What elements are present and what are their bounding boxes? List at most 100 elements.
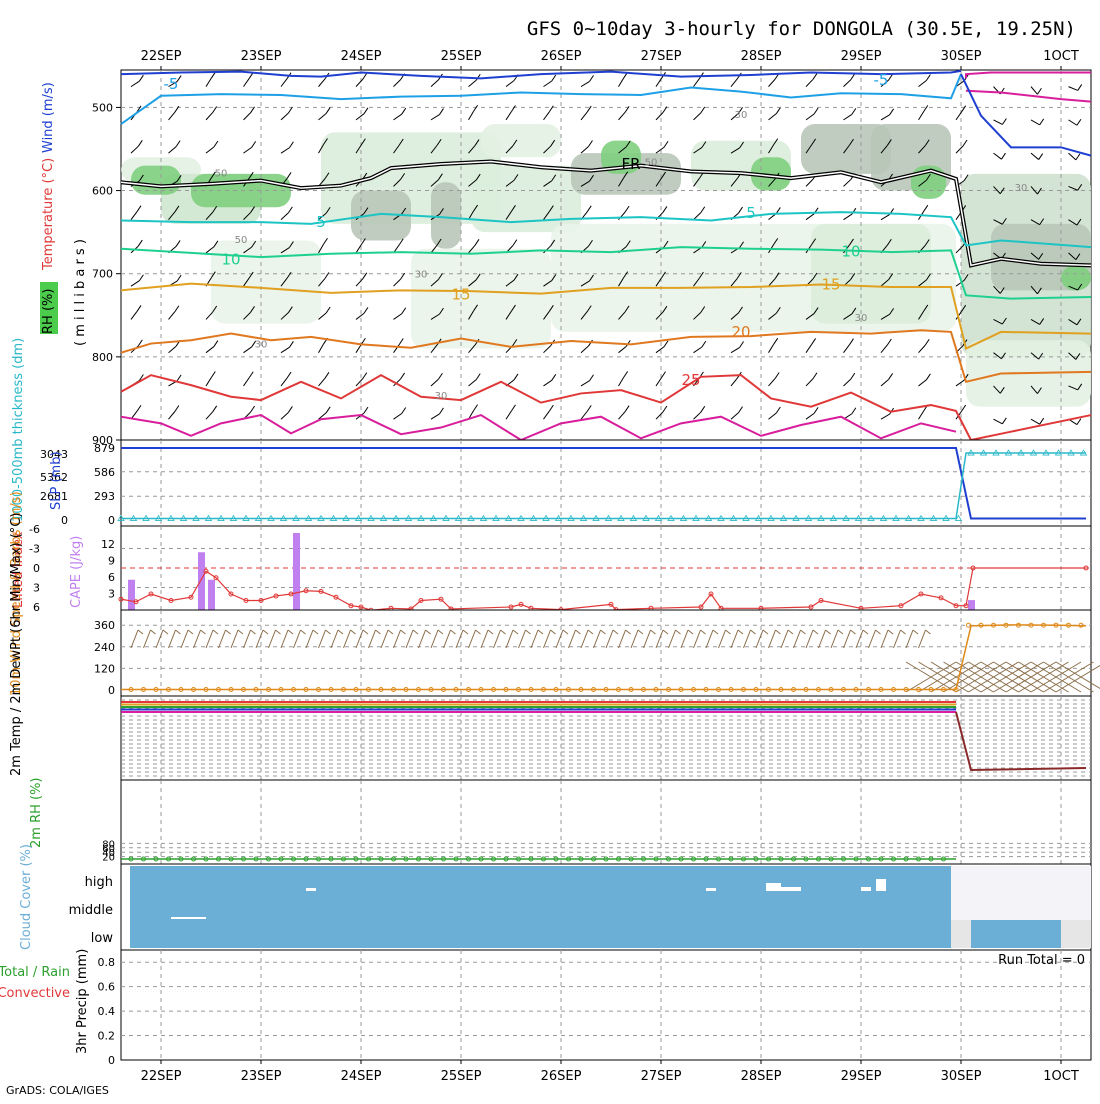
wind-barb-flag	[289, 141, 294, 149]
wind-barb-flag	[600, 629, 606, 635]
wind-barb	[993, 318, 1003, 325]
wind-barb	[993, 219, 1003, 225]
lifted-index-marker	[438, 596, 444, 602]
wind-barb	[993, 661, 1044, 693]
wind-barb-flag	[849, 138, 854, 146]
thickness-marker	[479, 514, 488, 521]
rh-contour-label: 30	[735, 110, 748, 121]
wind-barb	[805, 113, 815, 121]
thickness-marker	[742, 514, 750, 521]
wind-barb	[905, 661, 957, 693]
wind10m-ylabel: 10m Wind Speed & Barbs (m/s)	[9, 491, 24, 696]
wind-barb	[993, 119, 1003, 125]
millibars-ylabel: ( m i l l i b a r s )	[73, 239, 88, 346]
wind-barb-flag	[175, 629, 181, 635]
wind-barb	[1030, 119, 1040, 126]
wind-barb	[318, 212, 327, 221]
pressure-tick-label: 900	[92, 434, 113, 447]
lifted-index-marker	[418, 598, 424, 603]
wind-barb-flag	[589, 274, 594, 282]
rh2m-tick-label: 60	[102, 844, 115, 855]
rh2m-marker	[128, 856, 134, 862]
precip-tick-label: 0.2	[98, 1030, 116, 1043]
rh-area	[411, 248, 551, 349]
wind-barb-flag	[662, 405, 668, 413]
slp-thickness-content: 879 586 293 0 3043 5362 2681 0	[40, 440, 1091, 527]
wind-barb	[468, 310, 475, 320]
wind-barb-flag	[401, 107, 407, 115]
wind-barb	[1030, 219, 1040, 226]
date-tick-label: 25SEP	[441, 1069, 482, 1084]
rh-area	[351, 190, 411, 241]
wind-barb-flag	[889, 108, 895, 116]
wind-barb-flag	[363, 406, 369, 414]
lifted-index-marker	[963, 603, 969, 609]
wind-barb	[730, 412, 739, 420]
wind-barb-flag	[888, 273, 894, 280]
thickness-marker	[767, 514, 775, 521]
wind-speed-marker	[891, 686, 896, 692]
wind-barb-flag	[175, 240, 181, 247]
wind-barb-flag	[637, 629, 644, 635]
wind-barb-flag	[773, 337, 779, 345]
lifted-index-marker	[213, 575, 219, 581]
wind-barb-flag	[324, 172, 330, 180]
wind-barb	[918, 629, 926, 649]
wind-speed-marker	[353, 686, 359, 692]
wind-barb	[505, 310, 512, 320]
wind-barb	[880, 379, 889, 387]
wind-barb-flag	[323, 138, 328, 145]
wind-speed-marker	[278, 686, 284, 692]
wind-speed-marker	[378, 686, 384, 692]
wind-barb-flag	[773, 138, 779, 145]
wind-barb-flag	[586, 205, 592, 213]
rh2m-marker	[528, 856, 534, 862]
rh2m-marker	[178, 856, 184, 862]
thickness-marker	[942, 514, 950, 521]
thickness-marker	[829, 514, 838, 521]
wind-barb-flag	[738, 406, 743, 413]
wind-barb-flag	[400, 272, 406, 280]
wind-barb-flag	[237, 629, 244, 635]
precip-ylabel: 3hr Precip (mm)	[75, 949, 90, 1054]
wind-barb	[180, 629, 189, 649]
credit-label: GrADS: COLA/IGES	[6, 1084, 109, 1097]
wind-barb	[393, 413, 403, 420]
wind-barb-flag	[813, 307, 819, 314]
lifted-index-marker	[898, 603, 904, 609]
wind-barb	[843, 629, 851, 649]
thickness-marker	[729, 514, 738, 521]
rh2m-marker	[228, 856, 234, 862]
wind-barb-flag	[701, 241, 707, 248]
wind-barb	[730, 112, 739, 121]
thickness-marker	[354, 514, 363, 521]
wind-barb-flag	[925, 74, 931, 81]
wind-barb-flag	[700, 406, 706, 413]
thickness-marker	[192, 514, 200, 521]
wind-barb	[843, 344, 850, 353]
cape-tick-label: 3	[108, 588, 115, 601]
wind-barb-flag	[462, 629, 469, 635]
wind-barb-flag	[562, 629, 569, 635]
wind-barb	[880, 214, 890, 221]
wind-barb	[618, 177, 625, 187]
wind-barb	[418, 629, 426, 649]
thickness-marker	[992, 449, 1000, 456]
wind-barb-flag	[136, 305, 142, 312]
wind-barb	[318, 144, 324, 154]
wind-barb	[355, 312, 365, 320]
wind-ylabel: Wind (m/s)	[41, 82, 56, 153]
wind-barb-flag	[210, 171, 216, 179]
wind-barb-flag	[961, 304, 967, 312]
wind-barb-flag	[624, 205, 630, 213]
wind-barb-flag	[337, 629, 344, 635]
wind-barb	[1030, 418, 1040, 425]
wind-barb-flag	[612, 629, 619, 635]
wind-barb-flag	[436, 138, 442, 146]
rh2m-marker	[916, 856, 921, 862]
wind-barb-flag	[662, 106, 668, 113]
lifted-index-marker	[970, 565, 976, 571]
isotherm-5C	[120, 211, 1092, 249]
wind-speed-marker	[816, 686, 821, 692]
wind-barb	[793, 629, 801, 649]
